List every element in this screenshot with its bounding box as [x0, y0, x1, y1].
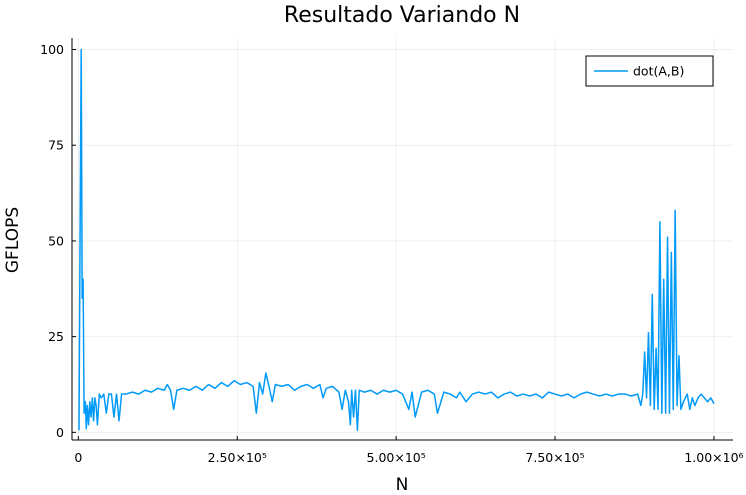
- series-line-0: [78, 48, 715, 432]
- x-gridlines: [78, 38, 715, 440]
- y-tick-label: 100: [40, 42, 64, 57]
- y-tick-label: 75: [48, 138, 64, 153]
- axes: [71, 38, 733, 441]
- series-group: [78, 48, 715, 432]
- y-tick-label: 25: [48, 329, 64, 344]
- x-tick-label: 7.50×10⁵: [525, 450, 584, 465]
- y-gridlines: [72, 49, 733, 433]
- x-tick-label: 5.00×10⁵: [367, 450, 426, 465]
- y-tick-label: 0: [56, 425, 64, 440]
- legend-label-dot: dot(A,B): [633, 64, 684, 79]
- y-tick-label: 50: [48, 233, 64, 248]
- y-axis-title: GFLOPS: [3, 207, 23, 273]
- chart-title: Resultado Variando N: [284, 3, 520, 28]
- x-tick-label: 2.50×10⁵: [208, 450, 267, 465]
- x-tick-label: 0: [74, 450, 82, 465]
- x-tick-label: 1.00×10⁶: [684, 450, 743, 465]
- x-ticks: 0 2.50×10⁵ 5.00×10⁵ 7.50×10⁵ 1.00×10⁶: [74, 436, 744, 465]
- legend: dot(A,B): [585, 55, 714, 87]
- y-ticks: 0 25 50 75 100: [40, 42, 76, 440]
- x-axis-title: N: [396, 475, 409, 495]
